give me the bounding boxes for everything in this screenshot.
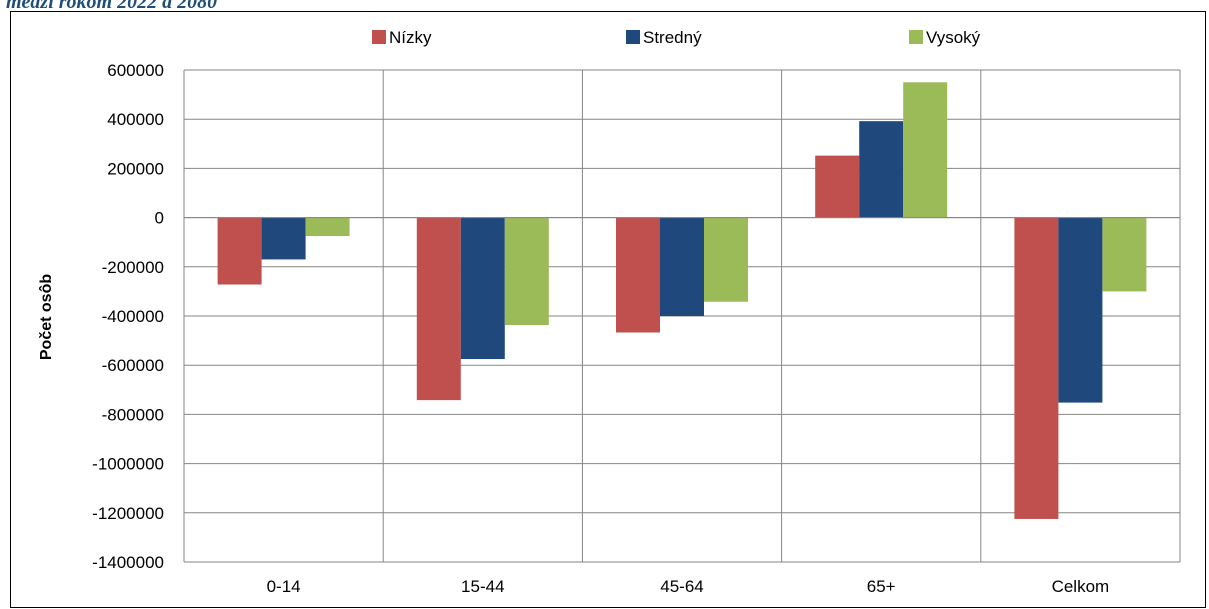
x-tick-label: 15-44	[461, 577, 504, 596]
y-tick-label: -600000	[102, 356, 164, 375]
bar-45-64-Stredný	[660, 217, 704, 316]
legend: Nízky Stredný Vysoký	[372, 28, 981, 47]
x-tick-label: Celkom	[1052, 577, 1110, 596]
y-tick-label: -1400000	[92, 553, 164, 572]
legend-swatch-Stredný	[626, 30, 640, 44]
chart-frame	[10, 11, 1206, 608]
x-tick-label: 65+	[867, 577, 896, 596]
tick-labels: 600000 400000 200000 0 -200000 -400000 -600000…	[92, 61, 1109, 596]
bar-Celkom-Vysoký	[1102, 217, 1147, 292]
y-tick-label: 200000	[107, 159, 164, 178]
legend-swatch-Vysoký	[909, 30, 923, 44]
legend-label-Stredný: Stredný	[643, 28, 702, 47]
legend-swatch-Nízky	[372, 30, 386, 44]
axes	[183, 70, 1180, 562]
y-tick-label: -1000000	[92, 455, 164, 474]
bar-0-14-Vysoký	[305, 217, 350, 237]
bar-65+-Stredný	[859, 121, 904, 218]
y-axis-label: Počet osôb	[38, 274, 55, 360]
x-tick-label: 0-14	[267, 577, 301, 596]
y-tick-label: 400000	[107, 110, 164, 129]
bar-45-64-Vysoký	[704, 217, 748, 302]
bar-15-44-Stredný	[460, 217, 505, 360]
bar-Celkom-Stredný	[1058, 217, 1103, 403]
y-tick-label: 600000	[107, 61, 164, 80]
chart-caption: medzi rokom 2022 a 2080	[6, 0, 218, 12]
y-tick-label: -400000	[102, 307, 164, 326]
bar-0-14-Nízky	[217, 217, 262, 285]
bar-65+-Vysoký	[903, 82, 948, 218]
bar-0-14-Stredný	[261, 217, 306, 260]
bar-15-44-Nízky	[416, 217, 461, 401]
bar-65+-Nízky	[815, 155, 860, 218]
y-tick-label: -1200000	[92, 504, 164, 523]
y-tick-label: -800000	[102, 405, 164, 424]
y-tick-label: -200000	[102, 258, 164, 277]
legend-label-Vysoký: Vysoký	[926, 28, 981, 47]
bars	[217, 82, 1147, 519]
bar-Celkom-Nízky	[1014, 217, 1059, 519]
bar-15-44-Vysoký	[504, 217, 549, 326]
y-tick-label: 0	[155, 209, 164, 228]
bar-45-64-Nízky	[616, 217, 660, 333]
x-tick-label: 45-64	[660, 577, 703, 596]
legend-label-Nízky: Nízky	[389, 28, 432, 47]
